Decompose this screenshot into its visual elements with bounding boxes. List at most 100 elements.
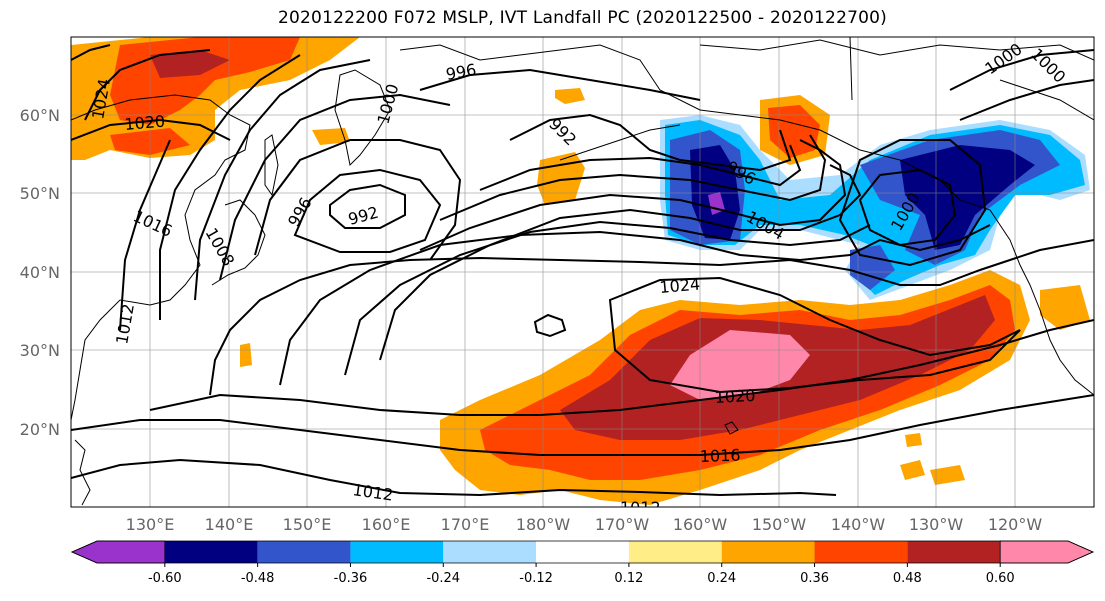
- contour-label: 1016: [699, 446, 740, 466]
- shade-orange-small3: [312, 128, 350, 145]
- colorbar-swatch: [257, 541, 351, 563]
- contour-north-1000: [949, 49, 1094, 91]
- contour-1008-mid: [379, 164, 862, 361]
- lon-label: 120°W: [988, 515, 1043, 534]
- lon-label: 160°W: [673, 515, 728, 534]
- colorbar-swatch: [814, 541, 908, 563]
- colorbar-tick-label: 0.36: [800, 571, 829, 586]
- shade-navy-e: [900, 145, 1035, 250]
- colorbar-swatch-extend-low: [71, 540, 166, 564]
- colorbar-tick-label: -0.60: [148, 571, 182, 586]
- lat-label: 20°N: [20, 420, 60, 439]
- contour-label: 1024: [659, 275, 701, 297]
- colorbar-swatch: [628, 541, 722, 563]
- contour-1000-north: [439, 134, 827, 221]
- coast-arctic: [399, 39, 1094, 61]
- contour-1012-mid: [344, 220, 871, 376]
- colorbar-tick-label: 0.48: [893, 571, 922, 586]
- lon-label: 140°E: [205, 515, 254, 534]
- contour-1008-w: [194, 59, 371, 301]
- lat-label: 60°N: [20, 106, 60, 125]
- colorbar: -0.60 -0.48 -0.36 -0.24 -0.12 0.12 0.24 0.36 0.4…: [71, 540, 1094, 586]
- colorbar-frame: [71, 540, 1094, 564]
- coast-asia: [71, 94, 251, 421]
- shade-red-nw2: [150, 50, 230, 78]
- coast-kamchatka: [334, 69, 391, 167]
- lon-label: 140°W: [831, 515, 886, 534]
- shade-navy-w: [690, 145, 740, 240]
- lon-label: 160°E: [362, 515, 411, 534]
- lon-labels: 130°E 140°E 150°E 160°E 170°E 180°W 170°…: [126, 515, 1043, 534]
- contour-996-bering: [419, 68, 701, 101]
- contour-992-wlow: [329, 183, 406, 229]
- contour-north-1004: [959, 79, 1094, 121]
- lon-label: 170°W: [595, 515, 650, 534]
- coast-namerica: [989, 209, 1094, 396]
- colorbar-swatch: [350, 541, 444, 563]
- shade-patch1: [900, 460, 925, 480]
- shade-pink-sub: [670, 330, 810, 400]
- lon-label: 130°W: [909, 515, 964, 534]
- colorbar-tick-label: -0.24: [426, 571, 460, 586]
- map-frame: [70, 36, 1095, 508]
- contour-label: 1020: [714, 386, 756, 407]
- lat-label: 30°N: [20, 341, 60, 360]
- chart-title: 2020122200 F072 MSLP, IVT Landfall PC (2…: [278, 8, 887, 28]
- colorbar-swatch: [721, 541, 815, 563]
- lon-label: 180°W: [516, 515, 571, 534]
- shade-patch5: [1040, 285, 1090, 330]
- contour-label: 1012: [620, 498, 661, 517]
- contour-1016-south: [71, 394, 1094, 456]
- lat-label: 40°N: [20, 263, 60, 282]
- coast-japan: [211, 199, 266, 286]
- lon-label: 170°E: [441, 515, 490, 534]
- mslp-contours: [71, 44, 1094, 497]
- colorbar-tick-label: 0.24: [707, 571, 736, 586]
- coast-aleutians: [559, 124, 681, 161]
- colorbar-tick-label: -0.12: [519, 571, 553, 586]
- lat-labels: 60°N 50°N 40°N 30°N 20°N: [20, 106, 60, 439]
- coast-hawaii: [724, 421, 739, 435]
- shade-orange-small1: [537, 152, 585, 205]
- lon-label: 130°E: [126, 515, 175, 534]
- contour-1016-mid: [279, 224, 991, 386]
- colorbar-tick-label: -0.48: [241, 571, 275, 586]
- contour-small-high: [533, 313, 567, 338]
- shade-patch4: [240, 343, 252, 367]
- contour-1000-wlow: [254, 139, 462, 261]
- shade-patch2: [930, 465, 965, 485]
- coast-canada-int: [849, 37, 1094, 121]
- lon-label: 150°E: [283, 515, 332, 534]
- coast-philippines: [74, 439, 91, 506]
- contour-label: 1020: [124, 112, 166, 134]
- contour-1020-south: [149, 319, 1094, 416]
- contour-low-goa: [858, 168, 957, 247]
- shade-patch3: [905, 433, 922, 447]
- lat-label: 50°N: [20, 184, 60, 203]
- coastlines: [71, 37, 1094, 506]
- contour-1020-mid: [209, 239, 1094, 396]
- contour-1004-wlow: [219, 93, 451, 281]
- colorbar-swatch: [164, 541, 258, 563]
- colorbar-swatch: [907, 541, 1001, 563]
- lon-label: 150°W: [752, 515, 807, 534]
- contour-1024-nw: [84, 49, 211, 121]
- coast-sakhalin: [264, 134, 279, 197]
- contour-1024-west: [71, 44, 111, 61]
- map-area: 996 1000 992 1024 1020 1016 1008 1012 99…: [71, 37, 1094, 517]
- contour-992-low: [509, 113, 792, 172]
- graticule: [71, 37, 1094, 507]
- colorbar-swatch-extend-high: [999, 540, 1094, 564]
- contour-1012-w: [159, 54, 301, 320]
- contour-996-north: [479, 144, 802, 191]
- colorbar-tick-label: -0.36: [334, 571, 368, 586]
- shade-red-goa: [768, 105, 820, 158]
- colorbar-tick-label: 0.60: [986, 571, 1015, 586]
- contour-1004-north: [419, 139, 847, 251]
- contour-1016-w: [119, 139, 171, 331]
- contour-996-wlow: [293, 168, 442, 253]
- contour-1012-south: [71, 458, 837, 497]
- colorbar-tick-label: 0.12: [614, 571, 643, 586]
- contour-1024-high: [608, 276, 1021, 394]
